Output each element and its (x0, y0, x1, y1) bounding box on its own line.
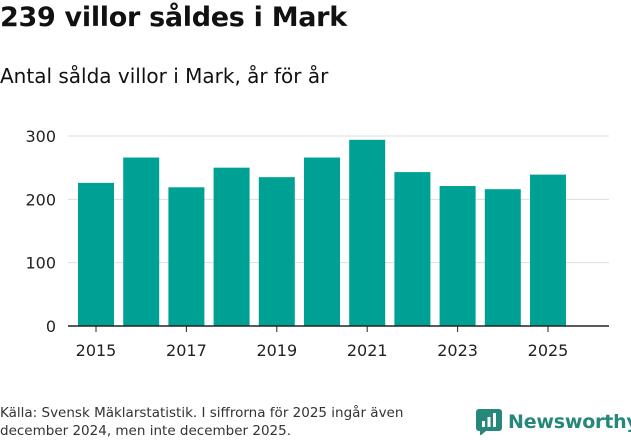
bar (349, 139, 386, 326)
bar-chart: 0 100 200 300 2015 2017 2019 2021 2023 2025 (25, 127, 609, 360)
x-tick-label: 2025 (528, 341, 569, 360)
y-tick-label: 200 (25, 190, 56, 209)
brand-name: Newsworthy (508, 411, 631, 433)
x-tick-label: 2023 (437, 341, 478, 360)
bar (78, 182, 114, 326)
y-tick-label: 300 (25, 127, 56, 146)
x-tick-label: 2019 (256, 341, 297, 360)
chart-title: 239 villor såldes i Mark (0, 2, 347, 33)
bar (123, 157, 160, 326)
y-tick-label: 100 (25, 254, 56, 273)
x-tick-label: 2017 (166, 341, 207, 360)
newsworthy-logo-icon (476, 409, 502, 435)
bar (484, 189, 521, 326)
bar (213, 167, 250, 326)
newsworthy-brand[interactable]: Newsworthy (476, 409, 631, 435)
bar (168, 187, 205, 326)
chart-subtitle: Antal sålda villor i Mark, år för år (0, 64, 329, 88)
x-tick-label: 2015 (76, 341, 117, 360)
bar (530, 174, 566, 326)
x-tick-label: 2021 (347, 341, 388, 360)
bar (304, 157, 340, 326)
bar (439, 186, 476, 326)
bar (394, 172, 431, 326)
source-note: Källa: Svensk Mäklarstatistik. I siffror… (0, 405, 404, 439)
y-tick-label: 0 (46, 317, 56, 336)
bar (258, 177, 295, 326)
